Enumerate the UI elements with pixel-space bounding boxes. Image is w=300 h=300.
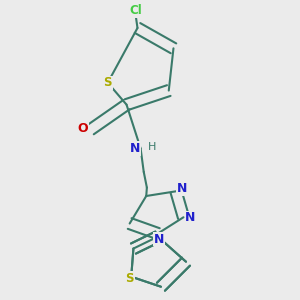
Text: N: N (185, 212, 196, 224)
Text: N: N (154, 233, 164, 246)
Text: H: H (148, 142, 157, 152)
Text: N: N (176, 182, 187, 195)
Text: N: N (130, 142, 140, 155)
Text: O: O (77, 122, 88, 135)
Text: Cl: Cl (130, 4, 142, 17)
Text: S: S (125, 272, 134, 285)
Text: S: S (103, 76, 112, 89)
